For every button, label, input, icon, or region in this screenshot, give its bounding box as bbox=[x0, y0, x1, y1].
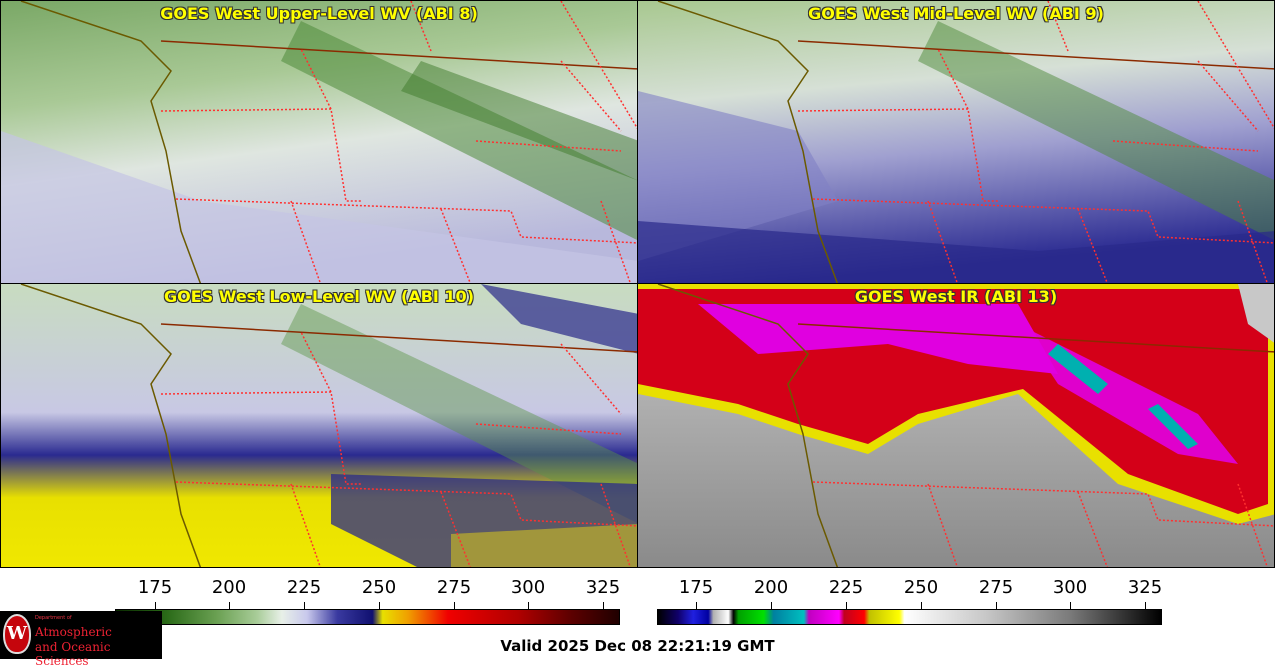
tick-mark bbox=[1145, 602, 1146, 609]
tick-mark bbox=[771, 602, 772, 609]
logo-dept: Department of bbox=[35, 615, 72, 621]
panel-title: GOES West Low-Level WV (ABI 10) bbox=[163, 287, 474, 306]
uw-aos-logo: W Department of Atmospheric and Oceanic … bbox=[0, 611, 162, 668]
upper-level-wv-panel: GOES West Upper-Level WV (ABI 8) bbox=[0, 0, 638, 284]
logo-line-1: Atmospheric bbox=[35, 625, 112, 639]
tick-label: 250 bbox=[361, 577, 397, 598]
tick-mark bbox=[921, 602, 922, 609]
ir-colorbar bbox=[657, 609, 1162, 625]
tick-label: 200 bbox=[753, 577, 789, 598]
mid-level-wv-image bbox=[638, 1, 1274, 283]
tick-mark bbox=[155, 602, 156, 609]
uw-seal-icon: W bbox=[3, 614, 31, 654]
tick-label: 300 bbox=[1052, 577, 1088, 598]
tick-label: 225 bbox=[286, 577, 322, 598]
tick-label: 175 bbox=[678, 577, 714, 598]
low-level-wv-image bbox=[1, 284, 637, 567]
ir-panel: GOES West IR (ABI 13) bbox=[637, 283, 1275, 568]
tick-mark bbox=[603, 602, 604, 609]
tick-label: 275 bbox=[978, 577, 1014, 598]
tick-mark bbox=[304, 602, 305, 609]
tick-label: 300 bbox=[510, 577, 546, 598]
ir-image bbox=[638, 284, 1274, 567]
panel-title: GOES West Upper-Level WV (ABI 8) bbox=[160, 4, 478, 23]
tick-label: 175 bbox=[137, 577, 173, 598]
tick-label: 225 bbox=[828, 577, 864, 598]
tick-label: 250 bbox=[903, 577, 939, 598]
tick-mark bbox=[454, 602, 455, 609]
tick-label: 200 bbox=[211, 577, 247, 598]
mid-level-wv-panel: GOES West Mid-Level WV (ABI 9) bbox=[637, 0, 1275, 284]
tick-mark bbox=[229, 602, 230, 609]
tick-mark bbox=[528, 602, 529, 609]
upper-level-wv-image bbox=[1, 1, 637, 283]
panel-title: GOES West Mid-Level WV (ABI 9) bbox=[808, 4, 1104, 23]
wv-colorbar bbox=[115, 609, 620, 625]
tick-mark bbox=[379, 602, 380, 609]
tick-label: 325 bbox=[585, 577, 621, 598]
valid-time: Valid 2025 Dec 08 22:21:19 GMT bbox=[500, 637, 775, 655]
low-level-wv-panel: GOES West Low-Level WV (ABI 10) bbox=[0, 283, 638, 568]
tick-mark bbox=[846, 602, 847, 609]
tick-label: 325 bbox=[1127, 577, 1163, 598]
tick-mark bbox=[1070, 602, 1071, 609]
tick-mark bbox=[996, 602, 997, 609]
tick-label: 275 bbox=[436, 577, 472, 598]
panel-title: GOES West IR (ABI 13) bbox=[854, 287, 1058, 306]
tick-mark bbox=[696, 602, 697, 609]
